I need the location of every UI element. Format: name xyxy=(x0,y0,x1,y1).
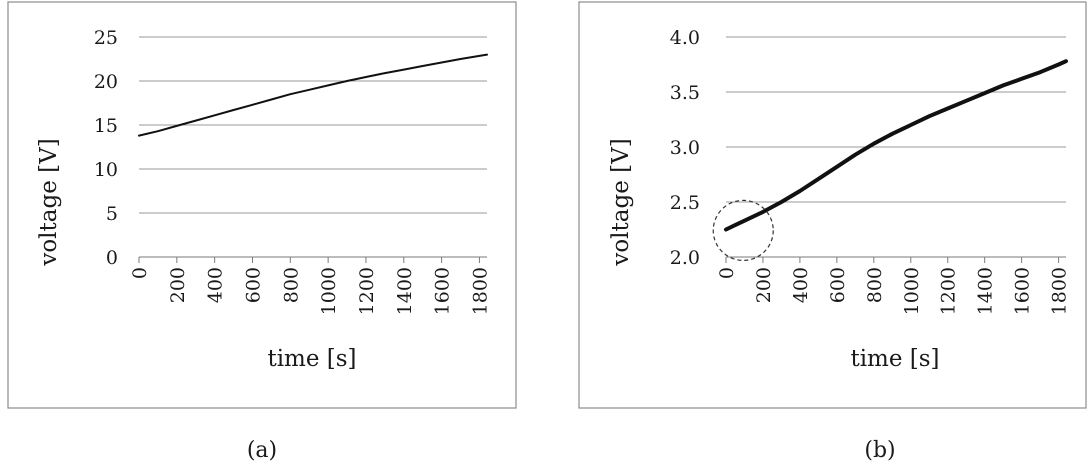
panel-b-x-tick-labels: 0 200 400 600 800 1000 1200 1400 1600 1800 xyxy=(716,267,1071,315)
panel-b-x-tick-label: 1400 xyxy=(975,267,997,315)
panel-a-x-axis-label: time [s] xyxy=(267,346,356,372)
panel-b-x-tick-label: 1800 xyxy=(1049,267,1071,315)
panel-a-y-tick-label: 0 xyxy=(106,247,118,269)
panel-a-x-tick-label: 400 xyxy=(205,267,227,303)
panel-a-x-tick-label: 1600 xyxy=(432,267,454,315)
chart-panel-a: 0 5 10 15 20 25 0 200 400 600 800 1000 1200 1400 1600… xyxy=(7,1,517,409)
panel-a-x-tick-label: 1000 xyxy=(318,267,340,315)
chart-panel-b: 2.0 2.5 3.0 3.5 4.0 0 200 400 600 800 1000 1200 140… xyxy=(578,1,1087,409)
panel-a-y-tick-label: 10 xyxy=(94,159,118,181)
panel-a-y-tick-labels: 0 5 10 15 20 25 xyxy=(94,27,118,269)
panel-a-x-tick-label: 1200 xyxy=(356,267,378,315)
panel-a-x-ticks xyxy=(138,257,480,263)
panel-a-frame xyxy=(7,1,517,409)
panel-b-x-tick-label: 400 xyxy=(790,267,812,303)
panel-a-y-tick-label: 5 xyxy=(106,203,118,225)
panel-b-x-tick-label: 0 xyxy=(716,267,738,279)
panel-a-x-tick-label: 800 xyxy=(280,267,302,303)
panel-a-y-tick-label: 15 xyxy=(94,115,118,137)
panel-a-gridlines xyxy=(139,36,487,214)
panel-b-x-tick-label: 1000 xyxy=(901,267,923,315)
panel-b-x-tick-label: 200 xyxy=(753,267,775,303)
panel-b-y-tick-label: 2.5 xyxy=(670,192,700,214)
panel-b-y-tick-label: 4.0 xyxy=(670,27,700,49)
panel-b-y-axis-label: voltage [V] xyxy=(608,138,634,266)
panel-b-x-axis-label: time [s] xyxy=(850,346,939,372)
panel-b-x-tick-label: 1600 xyxy=(1012,267,1034,315)
panel-b-x-tick-label: 800 xyxy=(864,267,886,303)
panel-b-y-tick-label: 2.0 xyxy=(670,247,700,269)
panel-b-x-ticks xyxy=(725,257,1060,263)
panel-a-x-tick-labels: 0 200 400 600 800 1000 1200 1400 1600 1800 xyxy=(129,267,491,315)
panel-a-x-tick-label: 600 xyxy=(242,267,264,303)
panel-b-x-tick-label: 1200 xyxy=(938,267,960,315)
panel-a-y-tick-label: 25 xyxy=(94,27,118,49)
panel-b-frame xyxy=(578,1,1087,409)
panel-b-y-tick-label: 3.5 xyxy=(670,82,700,104)
panel-a-y-axis-label: voltage [V] xyxy=(36,138,62,266)
panel-b-dashed-circle-annotation xyxy=(712,199,774,261)
panel-b-y-tick-labels: 2.0 2.5 3.0 3.5 4.0 xyxy=(670,27,700,269)
panel-a-x-tick-label: 1400 xyxy=(394,267,416,315)
panel-b-y-tick-label: 3.0 xyxy=(670,137,700,159)
panel-a-x-tick-label: 200 xyxy=(167,267,189,303)
panel-a-x-tick-label: 0 xyxy=(129,267,151,279)
panel-a-series-line xyxy=(138,53,488,137)
panel-b-series-line xyxy=(724,59,1068,232)
panel-a-caption: (a) xyxy=(247,438,277,463)
panel-b-caption: (b) xyxy=(864,438,895,463)
panel-a-y-tick-label: 20 xyxy=(94,71,118,93)
panel-b-x-tick-label: 600 xyxy=(827,267,849,303)
panel-a-x-tick-label: 1800 xyxy=(469,267,491,315)
